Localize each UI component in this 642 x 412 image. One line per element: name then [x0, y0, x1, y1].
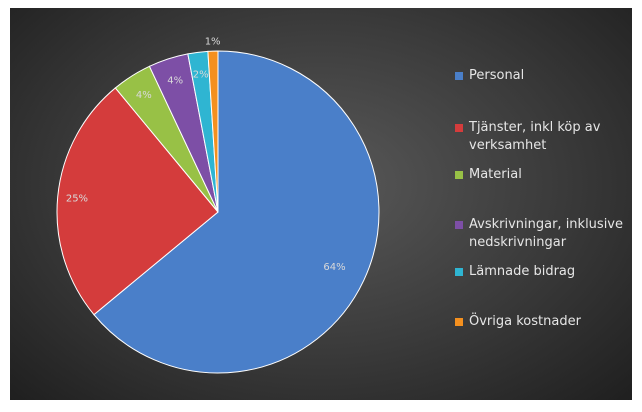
data-label: 4%: [167, 75, 183, 86]
legend-label: Avskrivningar, inklusive nedskrivningar: [469, 217, 624, 250]
data-label: 64%: [323, 262, 345, 273]
legend-swatch: [455, 221, 463, 229]
legend-label: Personal: [469, 68, 525, 83]
legend-swatch: [455, 318, 463, 326]
legend-item: Avskrivningar, inklusive nedskrivningar: [455, 216, 630, 252]
pie-slice: [207, 50, 219, 213]
data-label: 4%: [136, 90, 152, 101]
pie-slice: [93, 50, 380, 374]
legend-label: Tjänster, inkl köp av verksamhet: [469, 120, 601, 153]
pie-slice: [56, 87, 219, 316]
legend-label: Material: [469, 167, 522, 182]
data-label: 1%: [205, 36, 221, 47]
legend-item: Lämnade bidrag: [455, 263, 630, 281]
legend-swatch: [455, 72, 463, 80]
data-label: 25%: [66, 194, 88, 205]
legend-swatch: [455, 171, 463, 179]
data-label: 2%: [193, 70, 209, 81]
legend-item: Personal: [455, 67, 630, 85]
legend-swatch: [455, 268, 463, 276]
legend-label: Lämnade bidrag: [469, 264, 576, 279]
legend-item: Tjänster, inkl köp av verksamhet: [455, 119, 630, 155]
legend-label: Övriga kostnader: [469, 314, 581, 329]
legend-swatch: [455, 124, 463, 132]
legend-item: Material: [455, 166, 630, 184]
legend-item: Övriga kostnader: [455, 313, 630, 331]
